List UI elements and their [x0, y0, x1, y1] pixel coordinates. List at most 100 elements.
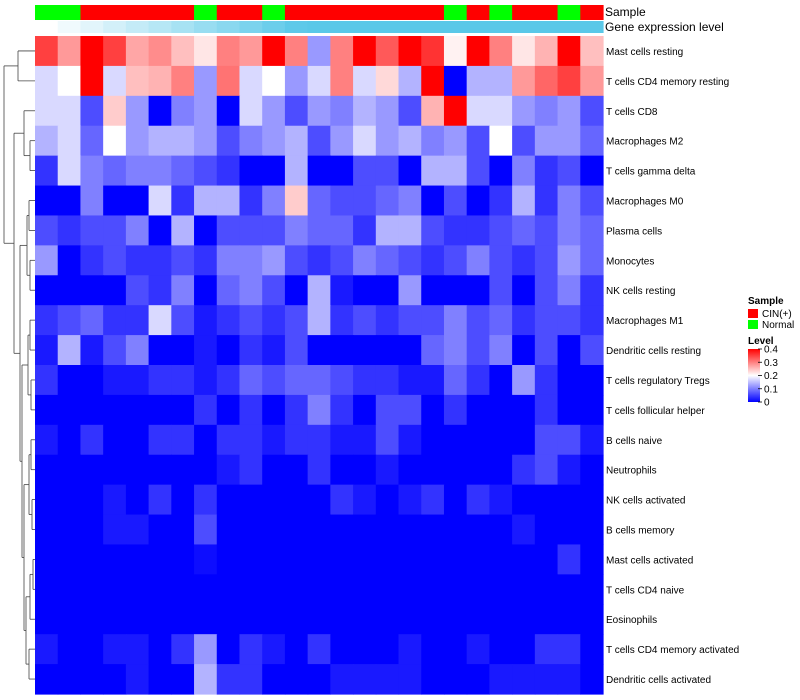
- heatmap-cell: [125, 155, 150, 187]
- heatmap-cell: [398, 424, 422, 456]
- row-label: T cells CD4 naive: [606, 585, 685, 596]
- heatmap-cell: [57, 95, 82, 127]
- expression-annotation-cell: [194, 21, 218, 33]
- heatmap-cell: [534, 544, 559, 575]
- row-label: T cells regulatory Tregs: [606, 376, 710, 387]
- heatmap-cell: [262, 95, 286, 127]
- heatmap-cell: [194, 125, 218, 157]
- heatmap-cell: [239, 215, 263, 246]
- heatmap-cell: [307, 574, 331, 605]
- heatmap-cell: [148, 335, 172, 366]
- expression-annotation-cell: [125, 21, 150, 33]
- heatmap-cell: [284, 604, 309, 635]
- heatmap-cell: [35, 454, 59, 486]
- legend-label-cin: CIN(+): [762, 309, 792, 320]
- row-labels: Mast cells resting T cells CD4 memory res…: [606, 47, 739, 686]
- heatmap-cell: [375, 514, 400, 546]
- heatmap-cell: [194, 335, 218, 366]
- heatmap-cell: [239, 36, 263, 67]
- heatmap-cell: [103, 95, 127, 127]
- heatmap-cell: [580, 305, 604, 336]
- sample-annotation-cell: [216, 5, 241, 20]
- heatmap-cell: [262, 125, 286, 157]
- heatmap-cell: [512, 365, 536, 396]
- heatmap-cell: [284, 454, 309, 486]
- heatmap-cell: [194, 95, 218, 127]
- heatmap-cell: [534, 484, 559, 516]
- heatmap-cell: [534, 365, 559, 396]
- heatmap-cell: [80, 36, 104, 67]
- heatmap-cell: [103, 65, 127, 97]
- heatmap-cell: [148, 215, 172, 246]
- heatmap-cell: [239, 544, 263, 575]
- heatmap-cell: [148, 275, 172, 306]
- heatmap-cell: [148, 634, 172, 665]
- heatmap-cell: [534, 36, 559, 67]
- heatmap-cell: [35, 365, 59, 396]
- heatmap-cell: [125, 394, 150, 426]
- track-label-expression: Gene expression level: [605, 20, 724, 34]
- legend-swatch-cin: [748, 309, 758, 318]
- heatmap-cell: [489, 95, 513, 127]
- heatmap-cell: [148, 365, 172, 396]
- heatmap-cell: [557, 454, 581, 486]
- heatmap-cell: [421, 365, 445, 396]
- heatmap-cell: [125, 365, 150, 396]
- expression-annotation-cell: [443, 21, 468, 33]
- heatmap-cell: [353, 65, 377, 97]
- heatmap-cell: [307, 95, 331, 127]
- heatmap-cell: [194, 365, 218, 396]
- heatmap-cell: [216, 65, 241, 97]
- heatmap-cell: [35, 215, 59, 246]
- heatmap-cell: [353, 155, 377, 187]
- heatmap-cell: [262, 65, 286, 97]
- heatmap-cell: [171, 454, 195, 486]
- sample-annotation-cell: [262, 5, 286, 20]
- heatmap-cell: [307, 514, 331, 546]
- heatmap-cell: [580, 335, 604, 366]
- heatmap-cell: [307, 155, 331, 187]
- heatmap-cell: [512, 275, 536, 306]
- heatmap-cell: [103, 335, 127, 366]
- heatmap-cell: [216, 335, 241, 366]
- heatmap-cell: [171, 275, 195, 306]
- heatmap-cell: [375, 544, 400, 575]
- heatmap-cell: [57, 65, 82, 97]
- heatmap-cell: [307, 424, 331, 456]
- heatmap-cell: [148, 245, 172, 276]
- heatmap-cell: [307, 454, 331, 486]
- heatmap-cell: [443, 125, 468, 157]
- heatmap-cell: [443, 65, 468, 97]
- heatmap-cell: [80, 574, 104, 605]
- heatmap-cell: [534, 574, 559, 605]
- heatmap-cell: [262, 275, 286, 306]
- heatmap-cell: [580, 544, 604, 575]
- heatmap-cell: [239, 664, 263, 695]
- heatmap-cell: [194, 155, 218, 187]
- heatmap-cell: [57, 574, 82, 605]
- heatmap-cell: [421, 215, 445, 246]
- expression-annotation-cell: [466, 21, 490, 33]
- heatmap-cell: [103, 394, 127, 426]
- heatmap-cell: [262, 305, 286, 336]
- row-label: Monocytes: [606, 256, 654, 267]
- heatmap-cell: [171, 335, 195, 366]
- expression-annotation-cell: [57, 21, 82, 33]
- heatmap-cell: [80, 95, 104, 127]
- heatmap-cell: [557, 215, 581, 246]
- heatmap-cell: [580, 634, 604, 665]
- heatmap-cell: [103, 125, 127, 157]
- heatmap-cell: [35, 634, 59, 665]
- heatmap-cell: [125, 514, 150, 546]
- heatmap-cell: [262, 634, 286, 665]
- heatmap-cell: [353, 484, 377, 516]
- heatmap-cell: [171, 125, 195, 157]
- heatmap-cell: [194, 215, 218, 246]
- heatmap-cell: [512, 664, 536, 695]
- heatmap-cell: [443, 185, 468, 217]
- heatmap-cell: [103, 365, 127, 396]
- legend-tick-label: 0.3: [764, 358, 778, 369]
- heatmap-cell: [80, 634, 104, 665]
- heatmap-cell: [534, 215, 559, 246]
- heatmap-cell: [194, 185, 218, 217]
